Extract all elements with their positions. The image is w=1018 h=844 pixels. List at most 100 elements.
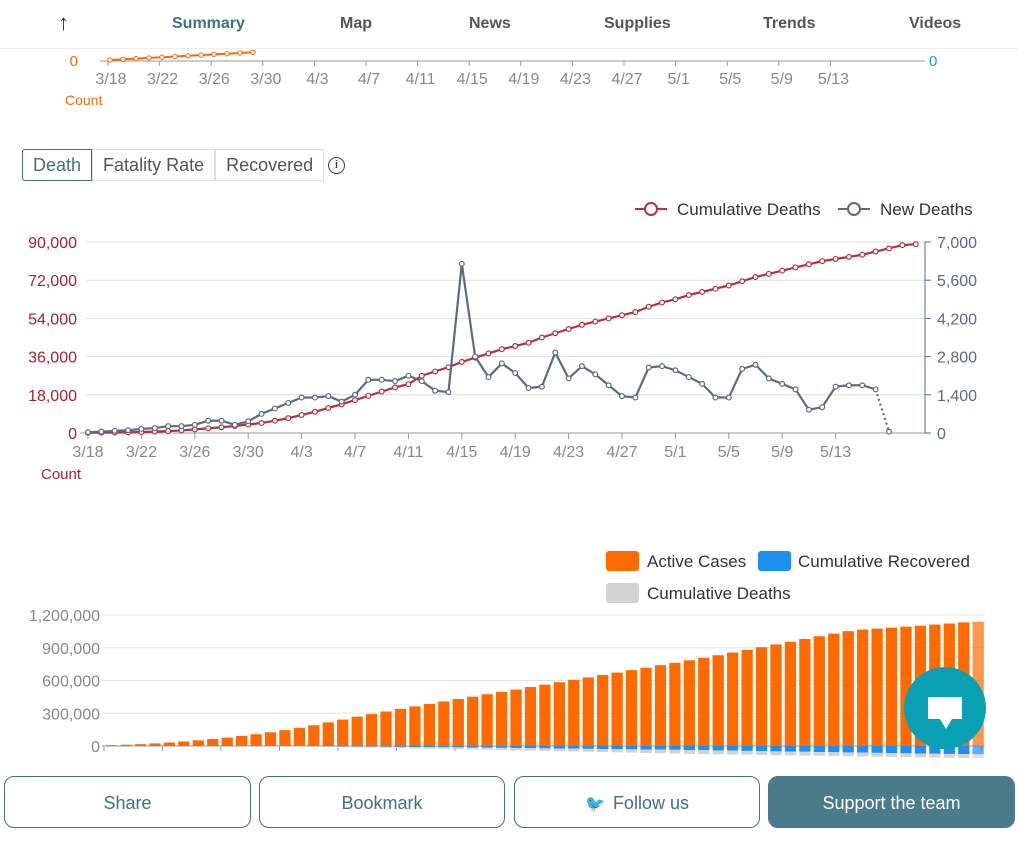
bar-cumulative-deaths[interactable]: [553, 748, 565, 752]
data-point[interactable]: [432, 368, 439, 375]
data-point[interactable]: [899, 242, 906, 249]
share-button[interactable]: Share: [4, 776, 251, 828]
data-point[interactable]: [645, 303, 652, 310]
bar-active-cases[interactable]: [409, 706, 421, 746]
data-point[interactable]: [632, 309, 639, 316]
data-point[interactable]: [618, 312, 625, 319]
bar-cumulative-recovered[interactable]: [568, 746, 580, 749]
bar-cumulative-deaths[interactable]: [582, 748, 594, 752]
data-point[interactable]: [165, 423, 172, 430]
data-point[interactable]: [271, 417, 278, 424]
data-point[interactable]: [872, 248, 879, 255]
bar-active-cases[interactable]: [322, 722, 334, 746]
data-point[interactable]: [805, 261, 812, 268]
data-point[interactable]: [485, 374, 492, 381]
bar-active-cases[interactable]: [235, 735, 248, 746]
data-point[interactable]: [432, 387, 439, 394]
data-point[interactable]: [752, 361, 759, 368]
data-point[interactable]: [258, 420, 265, 427]
info-icon[interactable]: i: [328, 157, 345, 174]
bar-active-cases[interactable]: [640, 667, 652, 746]
bar-active-cases[interactable]: [524, 687, 537, 746]
data-point[interactable]: [205, 417, 212, 424]
data-point[interactable]: [819, 404, 826, 411]
bar-active-cases[interactable]: [539, 684, 551, 746]
data-point[interactable]: [458, 260, 465, 267]
data-point[interactable]: [712, 394, 719, 401]
bar-cumulative-recovered[interactable]: [553, 746, 565, 749]
bar-cumulative-recovered[interactable]: [698, 746, 710, 751]
death-button[interactable]: Death: [22, 149, 93, 181]
bar-cumulative-deaths[interactable]: [409, 747, 421, 749]
data-point[interactable]: [872, 386, 879, 393]
bar-cumulative-deaths[interactable]: [495, 747, 508, 750]
bar-cumulative-deaths[interactable]: [755, 751, 768, 755]
data-point[interactable]: [191, 421, 198, 428]
data-point[interactable]: [779, 267, 786, 274]
bar-active-cases[interactable]: [568, 679, 580, 746]
bar-cumulative-recovered[interactable]: [741, 746, 753, 751]
bar-cumulative-recovered[interactable]: [900, 746, 912, 754]
data-point[interactable]: [84, 429, 91, 436]
bar-active-cases[interactable]: [770, 644, 782, 746]
data-point[interactable]: [578, 363, 585, 370]
data-point[interactable]: [885, 245, 892, 252]
data-point[interactable]: [392, 384, 399, 391]
bar-active-cases[interactable]: [423, 703, 436, 746]
bar-cumulative-recovered[interactable]: [799, 746, 811, 752]
data-point[interactable]: [565, 326, 572, 333]
bar-active-cases[interactable]: [857, 629, 869, 746]
data-point[interactable]: [205, 425, 212, 432]
bar-cumulative-recovered[interactable]: [669, 746, 681, 750]
data-point[interactable]: [472, 353, 479, 360]
data-point[interactable]: [765, 270, 772, 277]
data-point[interactable]: [779, 380, 786, 387]
data-point[interactable]: [392, 378, 399, 385]
bar-cumulative-deaths[interactable]: [467, 747, 479, 750]
data-point[interactable]: [405, 381, 412, 388]
bar-cumulative-recovered[interactable]: [452, 746, 464, 748]
bar-cumulative-deaths[interactable]: [322, 746, 334, 747]
bar-active-cases[interactable]: [250, 734, 262, 746]
bar-active-cases[interactable]: [495, 691, 508, 746]
bar-cumulative-recovered[interactable]: [871, 746, 883, 753]
fatality-rate-button[interactable]: Fatality Rate: [92, 149, 216, 181]
bar-active-cases[interactable]: [293, 727, 306, 746]
bar-active-cases[interactable]: [900, 626, 912, 746]
bar-cumulative-recovered[interactable]: [438, 746, 450, 748]
bar-cumulative-deaths[interactable]: [568, 748, 580, 752]
bar-cumulative-deaths[interactable]: [510, 748, 522, 751]
data-point[interactable]: [285, 415, 292, 422]
follow-us-button[interactable]: 🐦 Follow us: [514, 776, 760, 828]
bar-cumulative-deaths[interactable]: [784, 751, 797, 756]
data-point[interactable]: [525, 339, 532, 346]
bar-active-cases[interactable]: [813, 636, 825, 746]
bar-cumulative-deaths[interactable]: [351, 746, 363, 748]
bar-cumulative-recovered[interactable]: [611, 746, 623, 750]
bar-active-cases[interactable]: [582, 677, 594, 746]
data-point[interactable]: [405, 372, 412, 379]
bar-cumulative-deaths[interactable]: [597, 749, 609, 753]
bar-cumulative-deaths[interactable]: [380, 746, 392, 748]
bar-cumulative-recovered[interactable]: [625, 746, 638, 750]
bar-cumulative-recovered[interactable]: [683, 746, 695, 751]
data-point[interactable]: [165, 428, 172, 435]
bar-cumulative-deaths[interactable]: [654, 749, 667, 754]
data-point[interactable]: [338, 398, 345, 405]
data-point[interactable]: [125, 427, 132, 434]
data-point[interactable]: [311, 408, 318, 415]
data-point[interactable]: [592, 371, 599, 378]
tab-summary[interactable]: Summary: [172, 15, 245, 32]
bar-cumulative-recovered[interactable]: [885, 746, 898, 754]
bar-cumulative-deaths[interactable]: [770, 751, 782, 756]
data-point[interactable]: [845, 382, 852, 389]
bar-cumulative-deaths[interactable]: [914, 753, 927, 758]
recovered-button[interactable]: Recovered: [215, 149, 325, 181]
bar-active-cases[interactable]: [264, 732, 277, 746]
bar-active-cases[interactable]: [698, 657, 710, 746]
bar-cumulative-recovered[interactable]: [423, 746, 436, 748]
bar-active-cases[interactable]: [365, 714, 378, 746]
bar-active-cases[interactable]: [784, 641, 797, 746]
bar-cumulative-deaths[interactable]: [625, 749, 638, 753]
bar-cumulative-deaths[interactable]: [929, 753, 941, 758]
